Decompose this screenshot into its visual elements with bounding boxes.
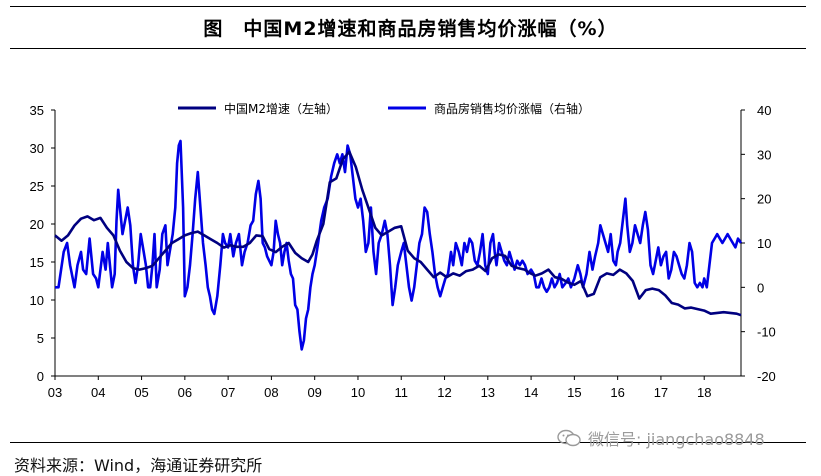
watermark: 微信号: jiangchao8848	[556, 426, 765, 450]
left-tick-label: 35	[30, 103, 44, 118]
x-tick-label: 07	[221, 385, 235, 400]
x-tick-label: 09	[307, 385, 321, 400]
source-note: 资料来源：Wind，海通证券研究所	[14, 456, 263, 475]
right-tick-label: 20	[757, 192, 771, 207]
x-tick-label: 18	[697, 385, 711, 400]
right-tick-label: 40	[757, 103, 771, 118]
left-tick-label: 5	[37, 331, 44, 346]
left-tick-label: 20	[30, 217, 44, 232]
top-rule	[10, 6, 806, 7]
right-tick-label: 10	[757, 236, 771, 251]
x-tick-label: 14	[524, 385, 538, 400]
right-tick-label: -20	[757, 369, 776, 384]
x-tick-label: 10	[351, 385, 365, 400]
legend-label-house-price: 商品房销售均价涨幅（右轴）	[434, 101, 590, 116]
x-tick-label: 16	[610, 385, 624, 400]
x-tick-label: 12	[437, 385, 451, 400]
left-tick-label: 0	[37, 369, 44, 384]
left-tick-label: 15	[30, 255, 44, 270]
series-line-house-price	[55, 139, 743, 351]
right-tick-label: -10	[757, 325, 776, 340]
x-tick-label: 15	[567, 385, 581, 400]
watermark-text: 微信号: jiangchao8848	[588, 430, 765, 449]
x-tick-label: 05	[134, 385, 148, 400]
right-tick-label: 0	[757, 280, 764, 295]
x-tick-label: 11	[394, 385, 408, 400]
x-tick-label: 17	[654, 385, 668, 400]
left-tick-label: 10	[30, 293, 44, 308]
chart-legend: 中国M2增速（左轴） 商品房销售均价涨幅（右轴）	[178, 101, 590, 116]
right-tick-label: 30	[757, 147, 771, 162]
x-tick-label: 03	[48, 385, 62, 400]
x-tick-label: 04	[91, 385, 105, 400]
chart-title: 图 中国M2增速和商品房销售均价涨幅（%）	[203, 18, 618, 40]
x-tick-label: 06	[178, 385, 192, 400]
title-underline	[10, 48, 806, 49]
left-tick-label: 30	[30, 141, 44, 156]
left-tick-label: 25	[30, 179, 44, 194]
bottom-rule	[10, 442, 806, 443]
chart-lines	[54, 139, 743, 351]
legend-label-m2: 中国M2增速（左轴）	[224, 101, 338, 116]
x-tick-label: 08	[264, 385, 278, 400]
series-line-m2	[54, 150, 742, 317]
wechat-icon	[557, 429, 581, 447]
chart-axes	[54, 110, 742, 377]
x-tick-label: 13	[481, 385, 495, 400]
